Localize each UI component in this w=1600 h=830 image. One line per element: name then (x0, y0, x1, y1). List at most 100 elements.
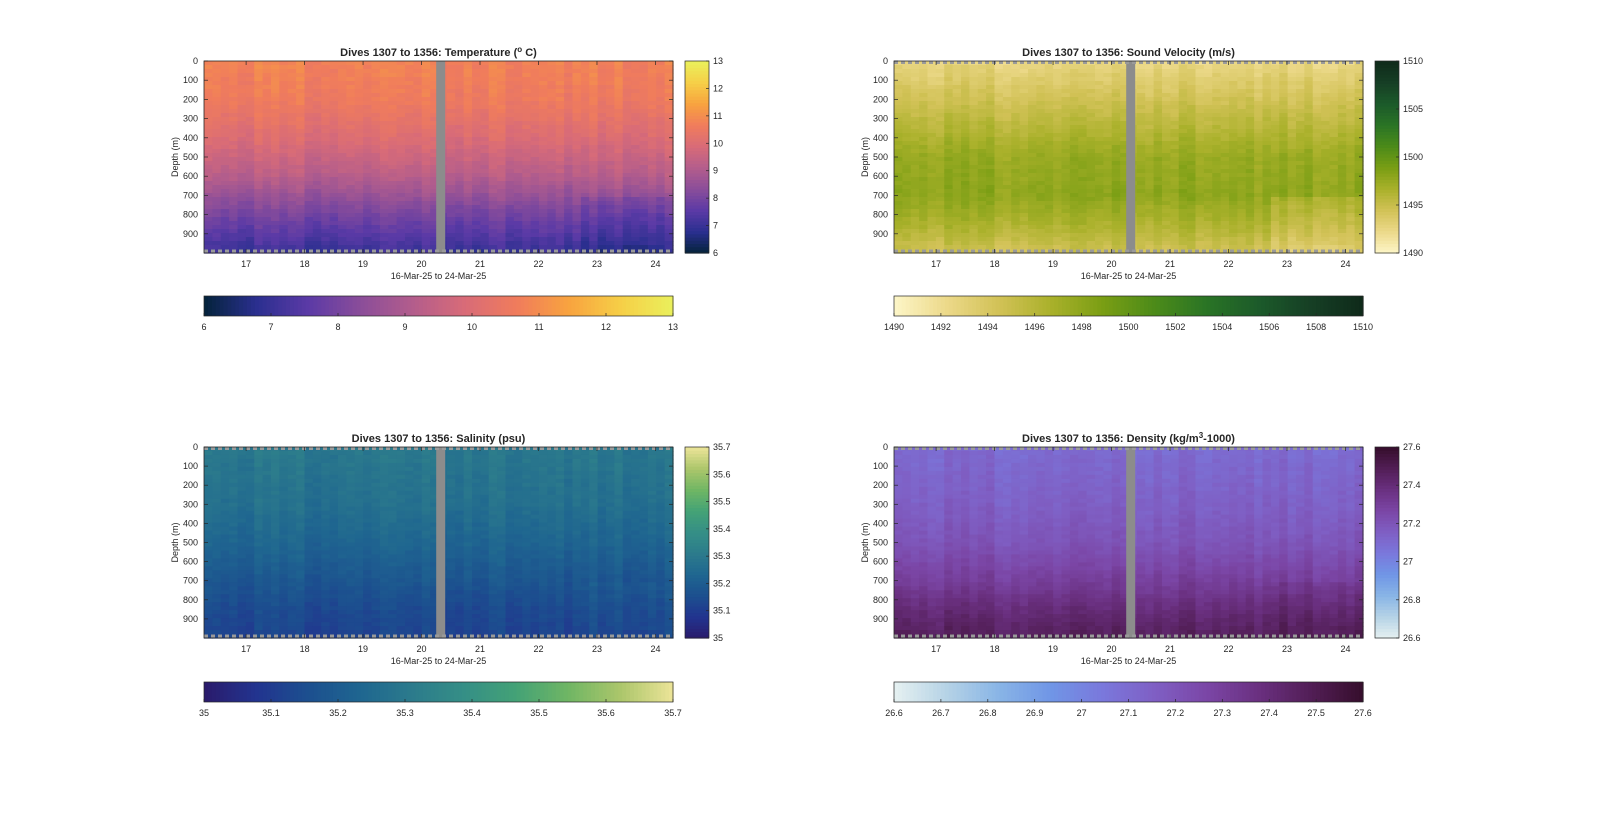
heatmap-cell (1270, 69, 1280, 74)
heatmap-cell (1028, 93, 1037, 98)
heatmap-cell (1028, 101, 1037, 106)
heatmap-cell (1212, 129, 1222, 134)
heatmap-cell (1212, 225, 1222, 230)
heatmap-cell (245, 121, 255, 126)
heatmap-cell (597, 229, 607, 234)
heatmap-cell (229, 85, 239, 90)
heatmap-cell (287, 241, 297, 246)
heatmap-cell (371, 145, 381, 150)
heatmap-cell (664, 153, 674, 158)
heatmap-cell (287, 245, 297, 250)
heatmap-cell (614, 121, 624, 126)
heatmap-cell (994, 249, 1004, 254)
heatmap-cell (304, 213, 314, 218)
heatmap-cell (994, 133, 1004, 138)
heatmap-cell (480, 153, 490, 158)
heatmap-cell (1153, 185, 1163, 190)
heatmap-cell (919, 185, 929, 190)
heatmap-cell (287, 213, 297, 218)
heatmap-cell (455, 217, 465, 222)
heatmap-cell (656, 205, 666, 210)
heatmap-cell (1053, 105, 1063, 110)
heatmap-cell (254, 133, 264, 138)
heatmap-cell (1011, 121, 1021, 126)
heatmap-cell (1237, 93, 1247, 98)
heatmap-cell (1019, 161, 1029, 166)
heatmap-cell (287, 113, 297, 118)
colorbar-tick-label: 8 (713, 193, 718, 203)
heatmap-cell (354, 101, 364, 106)
heatmap-cell (1086, 69, 1096, 74)
heatmap-cell (902, 197, 912, 202)
heatmap-cell (304, 169, 314, 174)
heatmap-cell (1053, 81, 1063, 86)
heatmap-cell (1044, 225, 1054, 230)
heatmap-cell (463, 169, 473, 174)
heatmap-cell (639, 101, 649, 106)
heatmap-cell (1212, 193, 1222, 198)
heatmap-cell (296, 117, 306, 122)
heatmap-cell (262, 129, 272, 134)
heatmap-cell (262, 209, 272, 214)
heatmap-cell (271, 69, 280, 74)
heatmap-cell (1195, 233, 1205, 238)
heatmap-cell (935, 169, 945, 174)
heatmap-cell (455, 173, 465, 178)
heatmap-cell (614, 169, 624, 174)
heatmap-cell (513, 189, 523, 194)
heatmap-cell (522, 201, 532, 206)
heatmap-cell (371, 241, 381, 246)
heatmap-cell (1019, 177, 1029, 182)
heatmap-cell (639, 225, 649, 230)
heatmap-cell (379, 153, 389, 158)
heatmap-cell (1036, 241, 1046, 246)
heatmap-cell (547, 221, 557, 226)
heatmap-cell (1036, 245, 1046, 250)
heatmap-cell (555, 73, 565, 78)
heatmap-cell (1220, 149, 1230, 154)
heatmap-cell (631, 177, 641, 182)
heatmap-cell (1044, 137, 1054, 142)
heatmap-cell (212, 89, 222, 94)
heatmap-cell (1220, 145, 1230, 150)
heatmap-cell (1036, 209, 1046, 214)
heatmap-cell (1136, 141, 1146, 146)
heatmap-cell (564, 153, 574, 158)
heatmap-cell (229, 193, 239, 198)
heatmap-cell (944, 169, 954, 174)
heatmap-cell (977, 81, 987, 86)
heatmap-cell (597, 101, 607, 106)
heatmap-cell (229, 125, 239, 130)
heatmap-cell (1153, 241, 1163, 246)
heatmap-cell (480, 233, 490, 238)
heatmap-cell (1195, 61, 1205, 66)
heatmap-cell (1162, 141, 1171, 146)
heatmap-cell (1270, 209, 1280, 214)
heatmap-cell (245, 93, 255, 98)
heatmap-cell (229, 213, 239, 218)
heatmap-cell (1220, 197, 1230, 202)
heatmap-cell (455, 145, 465, 150)
heatmap-cell (1153, 77, 1163, 82)
heatmap-cell (910, 205, 920, 210)
heatmap-cell (1086, 217, 1096, 222)
heatmap-cell (287, 121, 297, 126)
heatmap-cell (1212, 69, 1222, 74)
heatmap-cell (639, 209, 649, 214)
heatmap-cell (430, 125, 440, 130)
heatmap-cell (1086, 145, 1096, 150)
heatmap-cell (1019, 149, 1029, 154)
heatmap-cell (455, 61, 465, 66)
heatmap-cell (1153, 169, 1163, 174)
heatmap-cell (1145, 109, 1155, 114)
heatmap-cell (455, 201, 465, 206)
heatmap-cell (547, 185, 557, 190)
heatmap-cell (639, 125, 649, 130)
heatmap-cell (606, 237, 615, 242)
heatmap-cell (497, 221, 507, 226)
heatmap-cell (894, 149, 903, 154)
heatmap-cell (927, 105, 937, 110)
heatmap-cell (505, 109, 515, 114)
heatmap-cell (430, 129, 440, 134)
